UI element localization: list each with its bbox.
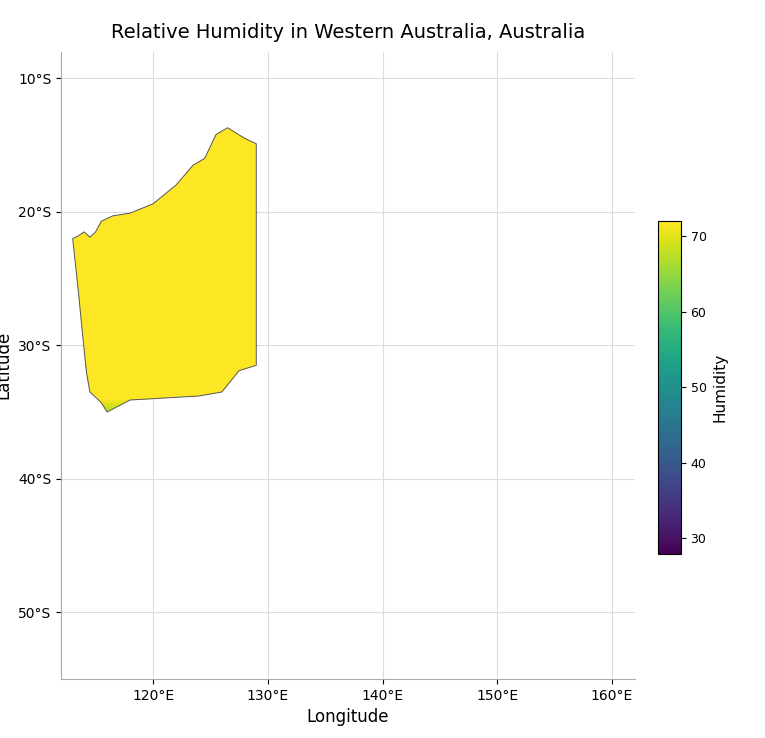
Title: Relative Humidity in Western Australia, Australia: Relative Humidity in Western Australia, … bbox=[111, 23, 585, 42]
Y-axis label: Humidity: Humidity bbox=[712, 353, 727, 422]
X-axis label: Longitude: Longitude bbox=[307, 708, 389, 726]
Y-axis label: Latitude: Latitude bbox=[0, 331, 12, 399]
